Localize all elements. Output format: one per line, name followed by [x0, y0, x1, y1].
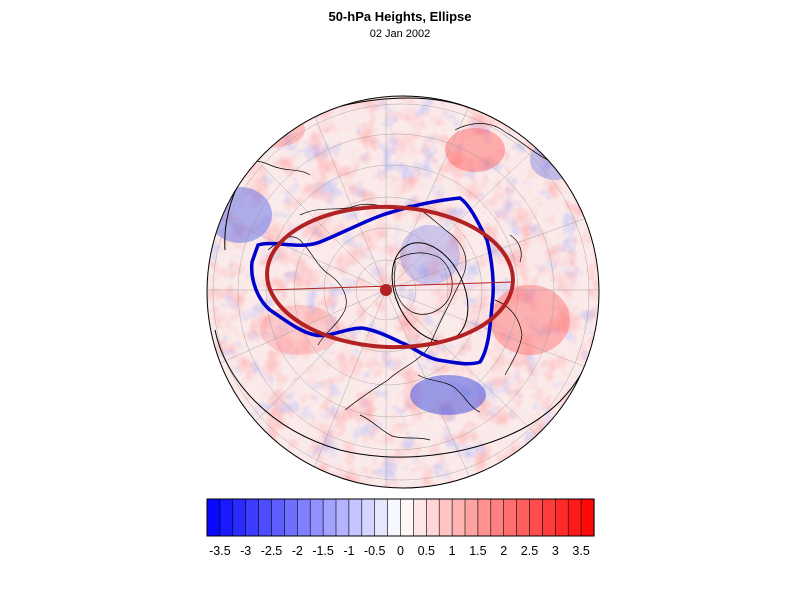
colorbar-tick-label: 3 [552, 544, 559, 558]
graticule [207, 96, 599, 488]
colorbar-tick-label: -3 [240, 544, 251, 558]
anomaly-patches [208, 112, 580, 415]
colorbar-tick-label: 0 [397, 544, 404, 558]
colorbar-swatch [361, 498, 376, 537]
colorbar-swatch [387, 498, 402, 537]
colorbar-swatch [284, 498, 298, 537]
fitted-ellipse [265, 204, 515, 350]
colorbar-tick-label: 1.5 [469, 544, 486, 558]
colorbar-tick-label: -1.5 [312, 544, 334, 558]
vortex-centroid [380, 284, 392, 296]
colorbar-swatch [322, 498, 337, 537]
colorbar-swatch [425, 498, 440, 537]
colorbar-swatch [374, 498, 389, 537]
colorbar-tick-label: 2.5 [521, 544, 538, 558]
colorbar-tick-label: -0.5 [364, 544, 386, 558]
colorbar-tick-label: 3.5 [572, 544, 589, 558]
colorbar-tick-label: -3.5 [209, 544, 231, 558]
colorbar-swatch [219, 498, 234, 537]
colorbar-tick-label: -2 [292, 544, 303, 558]
colorbar-swatch [464, 498, 479, 537]
colorbar-tick-label: 1 [449, 544, 456, 558]
globe [207, 96, 599, 488]
colorbar-swatch [348, 498, 363, 537]
colorbar-swatch [245, 498, 260, 537]
colorbar-swatch [529, 498, 543, 537]
colorbar-swatch [258, 498, 273, 537]
colorbar: -3.5 -3 -2.5 -2 -1.5 -1 -0.5 0 0.5 1 1.5 2 2.5 3 3.5 [206, 498, 595, 558]
colorbar-swatch [271, 498, 285, 537]
colorbar-tick-label: 2 [500, 544, 507, 558]
colorbar-swatch [206, 498, 221, 537]
colorbar-tick-label: -1 [343, 544, 354, 558]
colorbar-swatch [490, 498, 505, 537]
colorbar-swatch [335, 498, 350, 537]
globe-outline [206, 95, 600, 489]
colorbar-swatch [554, 498, 569, 537]
colorbar-swatch [477, 498, 492, 537]
colorbar-swatch [516, 498, 531, 537]
colorbar-swatch [451, 498, 466, 537]
colorbar-swatch [503, 498, 518, 537]
chart-date: 02 Jan 2002 [369, 28, 431, 40]
colorbar-swatch [309, 498, 324, 537]
vortex-edge-contour [249, 196, 495, 366]
colorbar-swatch [413, 498, 427, 537]
colorbar-tick-label: -2.5 [261, 544, 283, 558]
colorbar-swatch [542, 498, 556, 537]
colorbar-swatch [580, 498, 595, 537]
colorbar-swatch [438, 498, 453, 537]
colorbar-swatch [232, 498, 247, 537]
colorbar-swatch [567, 498, 582, 537]
chart-title: 50-hPa Heights, Ellipse [328, 9, 472, 24]
colorbar-swatch [296, 498, 311, 537]
colorbar-swatch [400, 498, 414, 537]
colorbar-tick-label: 0.5 [418, 544, 435, 558]
colorbar-outline [206, 498, 595, 537]
